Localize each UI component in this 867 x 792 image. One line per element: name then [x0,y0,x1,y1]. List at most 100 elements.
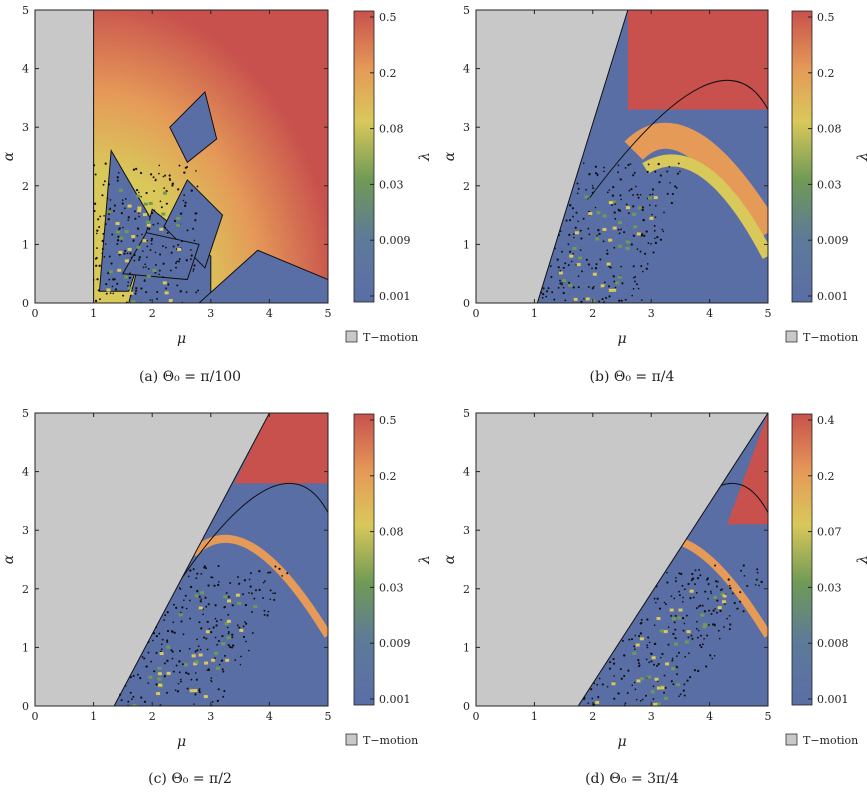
chaotic-dot [659,656,662,659]
chaotic-band [642,154,768,259]
chaotic-dot [587,263,591,266]
chaotic-dot [112,292,115,295]
chaotic-dot [571,207,574,210]
chaotic-dot [108,213,111,216]
chaotic-dot [671,659,674,662]
colorbar-tick-label: 0.5 [817,11,835,24]
chaotic-dot [568,250,572,253]
chaotic-patch [142,213,147,217]
chaotic-dot [217,581,220,583]
chaotic-patch [606,262,611,266]
chaotic-patch [152,269,157,273]
chaotic-patch [227,599,232,603]
chaotic-dot [195,577,198,580]
chaotic-dot [674,614,677,617]
chaotic-dot [112,278,115,281]
chaotic-patch [107,210,112,214]
t-motion-region [35,10,95,303]
chaotic-dot [692,596,695,599]
chaotic-dot [153,190,155,192]
chaotic-dot [653,624,656,627]
chaotic-dot [714,580,718,583]
chaotic-dot [238,626,241,629]
chaotic-dot [177,682,180,685]
colorbar-tick-label: 0.07 [817,526,842,539]
chaotic-dot [606,249,609,252]
chaotic-patch [194,660,199,664]
chaotic-dot [637,287,640,290]
chaotic-patch [166,645,171,649]
chaotic-dot [140,195,143,198]
chaotic-patch [650,690,655,694]
chaotic-patch [647,196,652,200]
chaotic-dot [136,234,139,237]
chaotic-patch [676,683,681,687]
chaotic-dot [244,603,248,607]
chaotic-dot [207,668,211,672]
chaotic-patch [568,283,573,287]
chaotic-dot [222,695,225,698]
chaotic-dot [553,298,556,301]
chaotic-patch [194,594,199,598]
chaotic-dot [583,298,585,300]
chaotic-dot [138,191,140,194]
chaotic-dot [608,667,612,670]
chaotic-dot [223,654,227,657]
chaotic-dot [679,170,681,173]
y-axis-label: α [442,554,458,564]
chaotic-dot [193,703,195,705]
chaotic-dot [223,605,227,609]
chaotic-patch [612,288,617,292]
chaotic-dot [676,673,679,676]
chaotic-dot [116,176,119,179]
chaotic-dot [173,631,176,634]
chaotic-patch [656,617,661,621]
chaotic-dot [273,598,276,601]
chaotic-dot [135,188,139,192]
chaotic-dot [665,603,667,606]
chaotic-dot [124,684,127,687]
chaotic-dot [231,636,234,639]
chaotic-dot [193,239,196,242]
chaotic-dot [189,585,193,589]
colorbar-tick-label: 0.001 [379,693,411,706]
chaotic-dot [175,262,177,264]
x-tick-label: 4 [706,307,713,320]
chaotic-dot [670,614,673,617]
plot-area [476,10,768,303]
chaotic-dot [637,196,640,199]
chaotic-dot [210,680,213,683]
chaotic-dot [122,294,125,297]
chaotic-dot [683,588,686,591]
colorbar-tick-label: 0.009 [379,637,411,650]
chaotic-dot [657,162,660,166]
chaotic-dot [675,655,678,658]
chaotic-dot [120,240,123,243]
chaotic-patch [632,651,637,655]
colorbar-tick-label: 0.2 [817,67,835,80]
chaotic-dot [697,605,700,608]
chaotic-dot [678,594,681,597]
chaotic-dot [627,212,630,215]
chaotic-dot [217,583,220,587]
colorbar-tick-label: 0.2 [379,470,397,483]
chaotic-patch [193,689,198,693]
chaotic-dot [166,611,169,614]
x-tick-label: 3 [648,710,655,723]
chaotic-dot [170,251,173,254]
colorbar-label: λ [417,555,433,565]
chaotic-dot [562,291,565,295]
chaotic-dot [587,285,590,288]
chaotic-dot [723,602,726,605]
chaotic-dot [158,273,160,276]
chaotic-dot [166,639,169,642]
y-tick-label: 3 [463,121,470,134]
chaotic-dot [143,279,146,282]
chaotic-dot [628,638,631,641]
chaotic-dot [617,228,620,231]
chaotic-dot [666,571,668,574]
colorbar-tick-label: 0.001 [379,290,411,303]
chaotic-dot [131,698,133,701]
colorbar-tick-label: 0.5 [379,11,397,24]
chaotic-patch [118,188,123,192]
